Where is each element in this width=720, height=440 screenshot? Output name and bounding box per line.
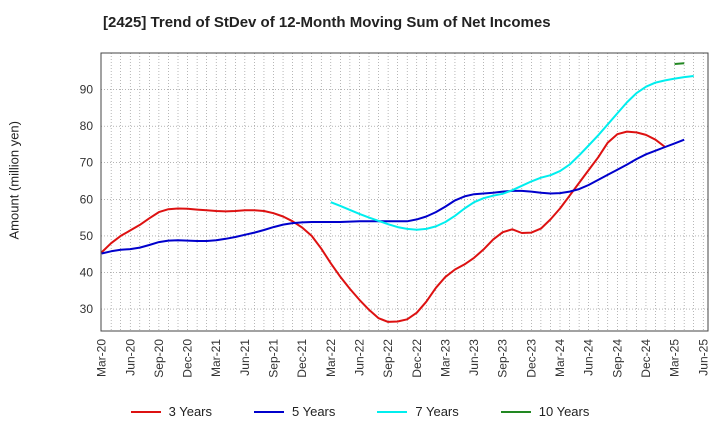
legend-swatch	[130, 410, 161, 413]
x-tick-label: Sep-22	[381, 339, 395, 378]
legend-item: 3 Years	[130, 404, 212, 419]
legend-swatch	[254, 410, 284, 413]
series-line-5-years	[101, 138, 685, 255]
legend-label: 3 Years	[168, 404, 212, 419]
chart-plot: 30 40 50 60 70 80 90 Mar-20 Jun-20 Sep-20 Dec-20 M…	[80, 52, 710, 378]
series-line-10-years	[674, 62, 685, 65]
x-tick-label: Jun-21	[238, 339, 252, 376]
x-tick-label: Mar-22	[324, 339, 338, 377]
legend-label: 7 Years	[415, 404, 459, 419]
x-tick-label: Dec-24	[639, 339, 653, 378]
x-tick-label: Mar-24	[553, 339, 567, 377]
legend-label: 5 Years	[292, 404, 336, 419]
x-tick-label: Sep-20	[152, 339, 166, 378]
x-tick-label: Dec-22	[410, 339, 424, 378]
legend-label: 10 Years	[538, 404, 590, 419]
plot-frame	[100, 52, 709, 332]
y-tick-label: 70	[80, 156, 94, 170]
x-tick-label: Jun-24	[582, 339, 596, 376]
legend-item: 10 Years	[500, 404, 590, 419]
y-tick-label: 60	[80, 192, 94, 206]
x-tick-label: Jun-25	[696, 339, 710, 376]
y-tick-label: 50	[80, 229, 94, 243]
x-tick-label: Mar-21	[209, 339, 223, 377]
legend: 3 Years 5 Years 7 Years 10 Years	[0, 404, 720, 419]
legend-swatch	[500, 410, 531, 413]
x-tick-label: Mar-23	[438, 339, 452, 377]
y-tick-label: 90	[80, 83, 94, 97]
legend-item: 7 Years	[377, 404, 459, 419]
x-tick-label: Mar-20	[95, 339, 109, 377]
x-tick-label: Jun-22	[352, 339, 366, 376]
legend-item: 5 Years	[254, 404, 335, 419]
legend-swatch	[377, 410, 408, 413]
x-tick-label: Sep-21	[267, 339, 281, 378]
x-tick-label: Sep-24	[610, 339, 624, 378]
x-tick-label: Dec-20	[181, 339, 195, 378]
y-tick-label: 30	[80, 302, 94, 316]
series-line-7-years	[330, 75, 694, 231]
chart-title: [2425] Trend of StDev of 12-Month Moving…	[103, 14, 551, 31]
x-tick-label: Jun-23	[467, 339, 481, 376]
x-tick-label: Sep-23	[496, 339, 510, 378]
series-line-3-years	[100, 130, 666, 323]
y-tick-label: 40	[80, 265, 94, 279]
x-tick-label: Dec-23	[524, 339, 538, 378]
x-tick-label: Jun-20	[123, 339, 137, 376]
y-tick-label: 80	[80, 119, 94, 133]
x-tick-label: Mar-25	[668, 339, 682, 377]
x-tick-label: Dec-21	[295, 339, 309, 378]
